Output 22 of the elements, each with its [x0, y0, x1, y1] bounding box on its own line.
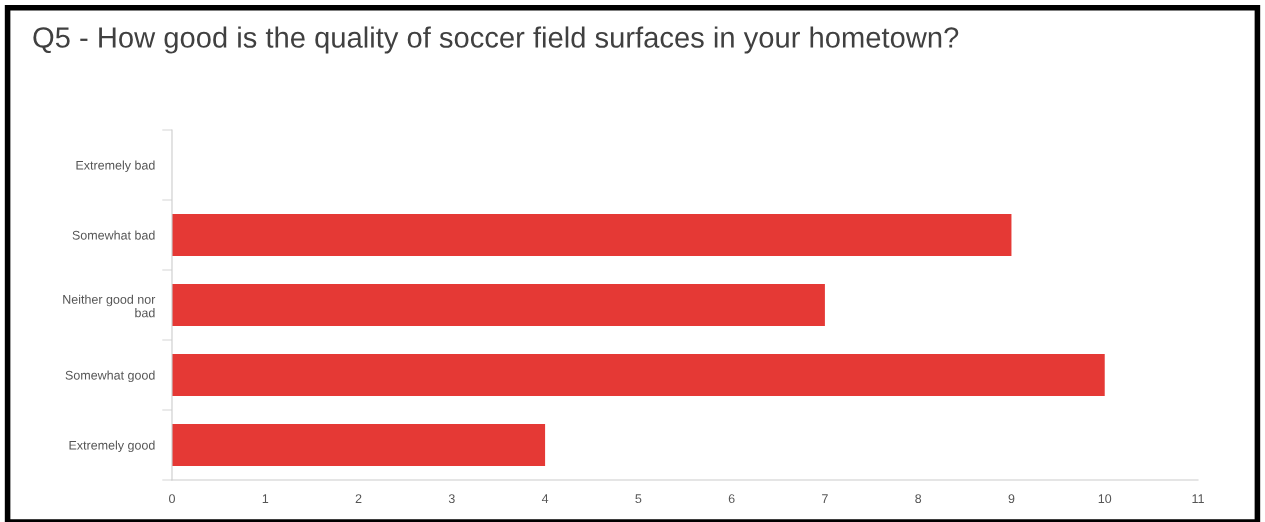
y-tick-label: Somewhat bad — [72, 230, 155, 240]
y-tick-label: Extremely good — [69, 440, 155, 453]
x-tick-label: 0 — [169, 494, 175, 504]
x-tick-label: 2 — [355, 494, 362, 503]
bar — [172, 284, 825, 326]
bar — [172, 214, 1012, 256]
x-tick-label: 11 — [1192, 494, 1204, 503]
x-tick-label: 10 — [1098, 494, 1112, 504]
x-tick-label: 8 — [915, 494, 922, 504]
bar — [172, 354, 1105, 396]
x-tick-label: 3 — [448, 494, 455, 504]
chart-title: Q5 - How good is the quality of soccer field surfaces in your hometown? — [33, 26, 959, 54]
x-tick-label: 1 — [262, 494, 269, 503]
y-tick-label: Somewhat good — [65, 370, 155, 383]
x-tick-label: 9 — [1008, 494, 1015, 504]
x-tick-label: 7 — [822, 494, 828, 503]
bar — [172, 424, 546, 466]
y-tick-label: Neither good nor bad — [63, 294, 156, 318]
x-tick-label: 5 — [635, 494, 642, 504]
x-tick-label: 6 — [728, 494, 735, 504]
x-tick-label: 4 — [541, 494, 549, 503]
y-tick-label: Extremely bad — [76, 160, 155, 173]
